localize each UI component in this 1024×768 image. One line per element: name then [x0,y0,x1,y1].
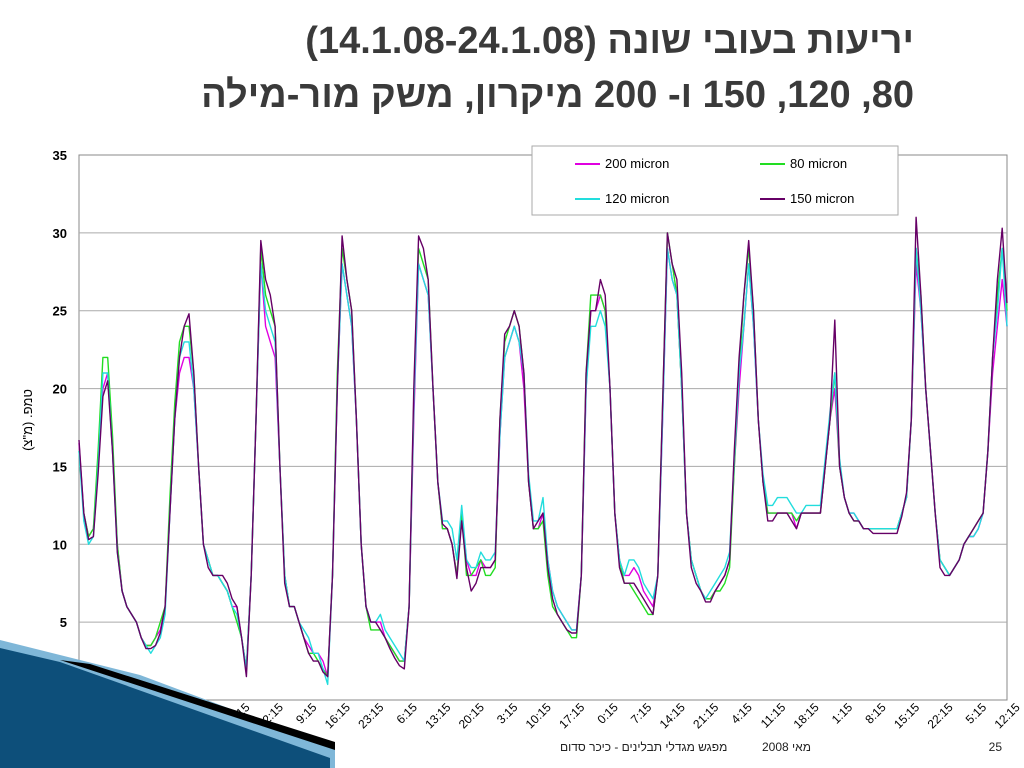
plot-area [78,154,1008,701]
y-tick-label: 5 [60,615,67,630]
y-tick-labels: 05101520253035 [53,148,67,708]
x-tick-label: 1:15 [829,700,856,727]
slide-number: 25 [988,740,1002,754]
x-tick-label: 12:15 [992,700,1023,731]
x-tick-label: 11:15 [758,700,789,731]
y-tick-label: 20 [53,382,67,397]
legend-label: 150 micron [790,191,854,206]
footer-caption: מפגש מגדלי תבלינים - כיכר סדום [560,740,728,754]
x-tick-label: 15:15 [891,700,922,731]
footer-date: מאי 2008 [762,740,811,754]
x-tick-label: 23:15 [355,700,386,731]
legend-label: 120 micron [605,191,669,206]
legend-label: 200 micron [605,156,669,171]
slide-title-line-1: יריעות בעובי שונה (14.1.08-24.1.08) [305,20,914,62]
x-tick-label: 16:15 [322,700,353,731]
x-tick-label: 7:15 [628,700,655,727]
x-tick-label: 17:15 [556,700,587,731]
x-tick-label: 20:15 [456,700,487,731]
x-tick-label: 22:15 [925,700,956,731]
x-tick-label: 0:15 [594,700,621,727]
series-lines [78,216,1008,686]
corner-ribbon-black-stripe [60,660,335,750]
x-tick-label: 8:15 [862,700,889,727]
y-axis-label: טמפ. (מ"צ) [20,389,35,451]
gridlines [79,232,1007,623]
y-tick-label: 35 [53,148,67,163]
slide-title-line-2: 80, 120, 150 ו- 200 מיקרון, משק מור-מילה [201,74,914,116]
chart-legend: 200 micron 80 micron 120 micron 150 micron [531,145,899,216]
series-line [78,247,1008,686]
x-tick-label: 4:15 [728,700,755,727]
corner-ribbon-decoration [0,640,335,768]
series-line [78,216,1008,678]
x-tick-label: 10:15 [523,700,554,731]
y-tick-label: 15 [53,459,67,474]
y-tick-label: 10 [53,537,67,552]
x-tick-label: 13:15 [422,700,453,731]
x-tick-label: 6:15 [394,700,421,727]
corner-ribbon-dark-band [0,648,330,768]
x-tick-label: 21:15 [690,700,721,731]
y-tick-label: 30 [53,226,67,241]
y-tick-label: 25 [53,304,67,319]
x-tick-label: 3:15 [494,700,521,727]
legend-label: 80 micron [790,156,847,171]
x-tick-label: 9:15 [293,700,320,727]
x-tick-label: 14:15 [657,700,688,731]
legend-box [531,145,899,216]
x-tick-label: 18:15 [791,700,822,731]
x-tick-label: 5:15 [963,700,990,727]
